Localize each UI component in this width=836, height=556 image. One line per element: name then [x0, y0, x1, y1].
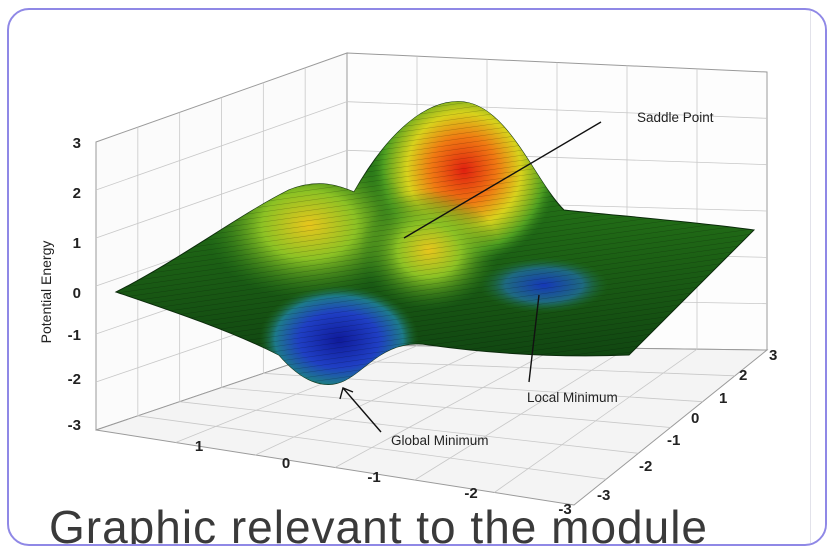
saddle-point-label: Saddle Point [637, 110, 714, 125]
x-axis: 1 0 -1 -2 -3 [195, 438, 572, 518]
z-axis-label: Potential Energy [38, 241, 54, 344]
z-tick: -2 [68, 371, 81, 388]
x-tick: -1 [367, 469, 380, 486]
z-tick: -1 [68, 327, 81, 344]
slide-caption: Graphic relevant to the module [49, 501, 709, 546]
x-tick: 1 [195, 438, 203, 455]
z-tick: -3 [68, 417, 81, 434]
annotations: Saddle Point Local Minimum Global Minimu… [339, 110, 714, 448]
z-tick: 0 [73, 285, 81, 302]
y-tick: 2 [739, 367, 747, 384]
grid-line [305, 358, 735, 377]
y-tick: 3 [769, 347, 777, 364]
y-tick: -3 [597, 487, 610, 504]
z-tick: 1 [73, 235, 81, 252]
global-minimum-label: Global Minimum [391, 433, 489, 448]
grid-line [179, 401, 639, 454]
y-tick: -2 [639, 458, 652, 475]
scroll-edge [810, 10, 825, 544]
x-tick: -3 [558, 501, 571, 518]
surface-plot: 3 2 1 0 -1 -2 -3 Potential Energy 1 0 -1… [38, 52, 777, 518]
x-tick: 0 [282, 455, 290, 472]
y-axis: 3 2 1 0 -1 -2 -3 [597, 347, 777, 504]
y-tick: 0 [691, 410, 699, 427]
saddle-point-leader [403, 121, 602, 239]
y-tick: 1 [719, 390, 727, 407]
slide-frame: 3 2 1 0 -1 -2 -3 Potential Energy 1 0 -1… [7, 8, 827, 546]
z-axis: 3 2 1 0 -1 -2 -3 Potential Energy [38, 135, 81, 434]
y-tick: -1 [667, 432, 680, 449]
grid-line [137, 415, 607, 480]
local-minimum-leader [528, 294, 540, 383]
z-tick: 3 [73, 135, 81, 152]
global-minimum-leader [342, 387, 382, 433]
grid-line [221, 387, 671, 428]
x-tick: -2 [464, 485, 477, 502]
z-tick: 2 [73, 185, 81, 202]
local-minimum-label: Local Minimum [527, 390, 618, 405]
global-minimum-arrowhead [339, 387, 354, 400]
